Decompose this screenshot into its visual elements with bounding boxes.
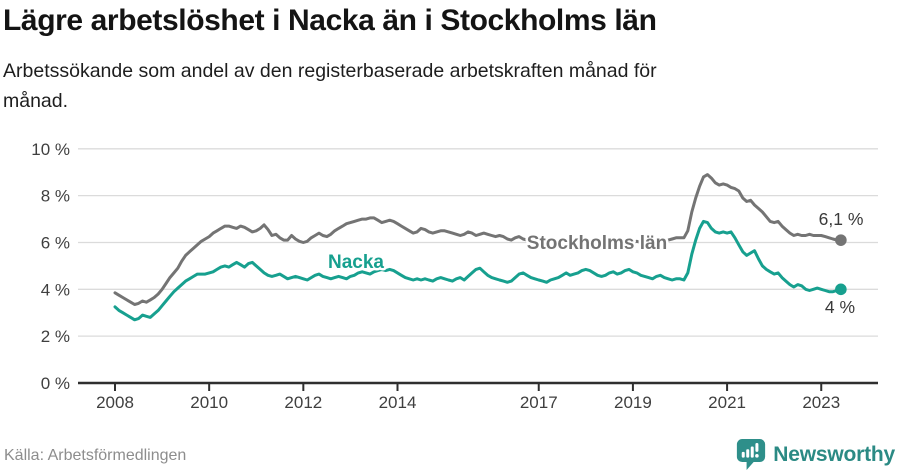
newsworthy-logo-icon bbox=[737, 439, 766, 470]
x-axis-tick-label: 2017 bbox=[520, 393, 558, 412]
x-axis-tick-label: 2010 bbox=[190, 393, 228, 412]
y-axis-tick-label: 4 % bbox=[41, 280, 70, 299]
x-axis-tick-label: 2019 bbox=[614, 393, 652, 412]
chart-subtitle: Arbetssökande som andel av den registerb… bbox=[3, 60, 657, 112]
exclamation-dot bbox=[755, 454, 759, 458]
exclamation-bar bbox=[755, 443, 759, 452]
y-axis-tick-label: 8 % bbox=[41, 187, 70, 206]
end-dot-nacka bbox=[835, 283, 847, 296]
series-line-stockholms-lan bbox=[113, 173, 843, 306]
y-axis-tick-label: 6 % bbox=[41, 233, 70, 252]
x-axis-tick-label: 2021 bbox=[708, 393, 746, 412]
y-axis-tick-label: 2 % bbox=[41, 327, 70, 346]
source-note: Källa: Arbetsförmedlingen bbox=[4, 447, 187, 464]
series-label-nacka: Nacka bbox=[328, 252, 384, 273]
y-axis-tick-label: 0 % bbox=[41, 374, 70, 393]
newsworthy-logo-text: Newsworthy bbox=[773, 442, 895, 466]
x-axis-tick-label: 2008 bbox=[96, 393, 134, 412]
y-axis-tick-label: 10 % bbox=[31, 140, 70, 159]
end-value-label-stockholms-lan: 6,1 % bbox=[819, 209, 864, 229]
bar-small bbox=[742, 451, 746, 458]
bar-tall bbox=[751, 446, 755, 458]
series-line-nacka bbox=[113, 219, 843, 322]
x-axis-tick-label: 2012 bbox=[284, 393, 322, 412]
x-axis-tick-label: 2014 bbox=[379, 393, 417, 412]
series-label-stockholms-lan: Stockholms län bbox=[527, 233, 667, 254]
x-axis-tick-label: 2023 bbox=[802, 393, 840, 412]
unemployment-line-chart: 0 % 2 % 4 % 6 % 8 % 10 % 2008 2010 2012 2014 2017 2… bbox=[31, 140, 878, 412]
page-title: Lägre arbetslöshet i Nacka än i Stockhol… bbox=[3, 4, 657, 37]
end-dot-stockholms-lan bbox=[835, 234, 847, 246]
newsworthy-logo: Newsworthy bbox=[736, 438, 895, 471]
end-value-label-nacka: 4 % bbox=[825, 297, 855, 317]
bar-medium bbox=[746, 449, 750, 458]
